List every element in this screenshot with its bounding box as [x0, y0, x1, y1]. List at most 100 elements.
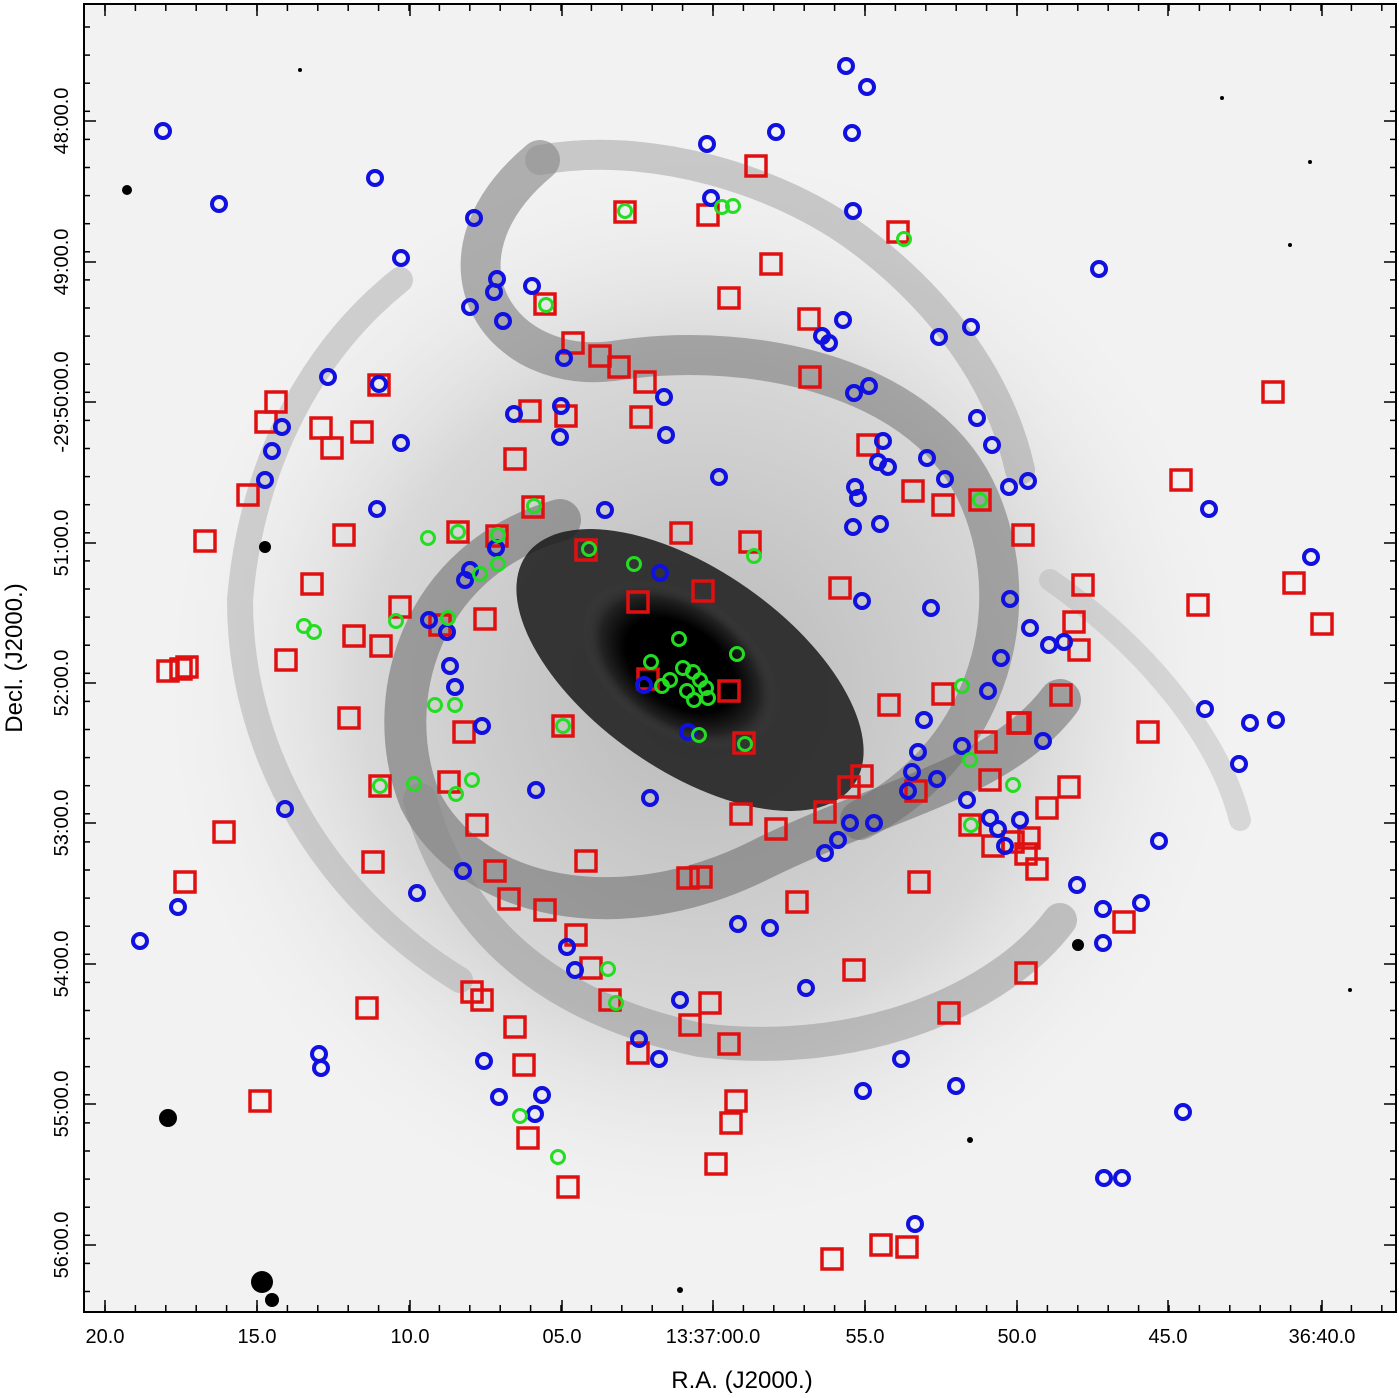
source-marker-blue	[370, 375, 388, 393]
source-marker-blue	[844, 518, 862, 536]
x-axis-title: R.A. (J2000.)	[671, 1367, 812, 1394]
source-marker-green	[737, 736, 753, 752]
star-field	[122, 68, 1352, 1307]
source-marker-blue	[1011, 811, 1029, 829]
source-marker-blue	[841, 814, 859, 832]
source-marker-blue	[1150, 832, 1168, 850]
source-marker-blue	[996, 837, 1014, 855]
source-marker-blue	[915, 711, 933, 729]
source-marker-red	[1011, 523, 1035, 547]
source-marker-blue	[1068, 876, 1086, 894]
source-marker-blue	[490, 1088, 508, 1106]
source-marker-red	[320, 436, 344, 460]
source-marker-blue	[729, 915, 747, 933]
source-marker-blue	[820, 334, 838, 352]
source-marker-red	[869, 1233, 893, 1257]
source-marker-blue	[906, 1215, 924, 1233]
source-marker-red	[483, 859, 507, 883]
source-marker-blue	[566, 961, 584, 979]
source-marker-red	[877, 693, 901, 717]
source-marker-blue	[953, 737, 971, 755]
source-marker-red	[724, 1089, 748, 1113]
source-marker-red	[669, 521, 693, 545]
source-marker-green	[420, 530, 436, 546]
source-marker-blue	[651, 564, 669, 582]
source-marker-blue	[312, 1059, 330, 1077]
source-marker-blue	[899, 782, 917, 800]
source-marker-blue	[1200, 500, 1218, 518]
source-marker-blue	[918, 449, 936, 467]
source-marker-blue	[392, 249, 410, 267]
source-marker-green	[963, 817, 979, 833]
source-marker-blue	[555, 349, 573, 367]
source-marker-red	[968, 488, 992, 512]
source-marker-blue	[408, 884, 426, 902]
x-tick-label: 36:40.0	[1289, 1326, 1356, 1348]
source-marker-blue	[420, 611, 438, 629]
source-marker-blue	[761, 919, 779, 937]
y-tick-label: 48:00.0	[51, 88, 73, 155]
source-marker-red	[598, 988, 622, 1012]
source-marker-red	[236, 483, 260, 507]
source-marker-red	[169, 657, 193, 681]
source-marker-green	[538, 297, 554, 313]
source-marker-blue	[702, 189, 720, 207]
source-marker-red	[931, 682, 955, 706]
source-marker-red	[1057, 775, 1081, 799]
source-marker-green	[671, 631, 687, 647]
source-marker-red	[1017, 826, 1041, 850]
source-marker-red	[369, 634, 393, 658]
source-marker-green	[714, 199, 730, 215]
source-marker-green	[555, 718, 571, 734]
source-marker-red	[355, 996, 379, 1020]
source-marker-red	[1282, 571, 1306, 595]
source-marker-blue	[446, 678, 464, 696]
source-marker-red	[798, 365, 822, 389]
source-marker-blue	[558, 938, 576, 956]
source-marker-blue	[909, 743, 927, 761]
source-marker-red	[512, 1053, 536, 1077]
source-marker-blue	[169, 898, 187, 916]
source-marker-red	[744, 154, 768, 178]
source-marker-blue	[837, 57, 855, 75]
source-marker-red	[1025, 857, 1049, 881]
source-marker-blue	[958, 791, 976, 809]
source-marker-blue	[596, 501, 614, 519]
source-marker-red	[1310, 612, 1334, 636]
x-tick-label: 50.0	[998, 1326, 1037, 1348]
source-marker-blue	[992, 649, 1010, 667]
source-marker-blue	[979, 682, 997, 700]
source-marker-blue	[1196, 700, 1214, 718]
source-marker-blue	[854, 1082, 872, 1100]
source-marker-blue	[1001, 590, 1019, 608]
source-marker-blue	[871, 515, 889, 533]
source-marker-red	[813, 800, 837, 824]
source-marker-blue	[131, 932, 149, 950]
source-marker-blue	[816, 844, 834, 862]
source-marker-red	[785, 890, 809, 914]
source-marker-blue	[1019, 472, 1037, 490]
source-marker-blue	[527, 781, 545, 799]
y-tick-label: -29:50:00.0	[51, 351, 73, 452]
source-marker-blue	[392, 434, 410, 452]
source-marker-red	[974, 730, 998, 754]
source-marker-blue	[1174, 1103, 1192, 1121]
source-marker-blue	[936, 470, 954, 488]
source-marker-green	[372, 778, 388, 794]
source-marker-red	[626, 590, 650, 614]
source-marker-green	[643, 654, 659, 670]
source-marker-red	[551, 714, 575, 738]
source-marker-blue	[657, 426, 675, 444]
source-marker-green	[450, 524, 466, 540]
source-marker-blue	[256, 471, 274, 489]
source-marker-red	[828, 576, 852, 600]
x-tick-label: 13:37:00.0	[666, 1326, 761, 1348]
source-marker-blue	[650, 1050, 668, 1068]
source-marker-blue	[860, 377, 878, 395]
source-marker-green	[550, 1149, 566, 1165]
source-marker-blue	[494, 312, 512, 330]
galaxy-bulge	[581, 579, 779, 751]
source-marker-green	[490, 556, 506, 572]
source-marker-blue	[922, 599, 940, 617]
source-marker-blue	[1055, 633, 1073, 651]
